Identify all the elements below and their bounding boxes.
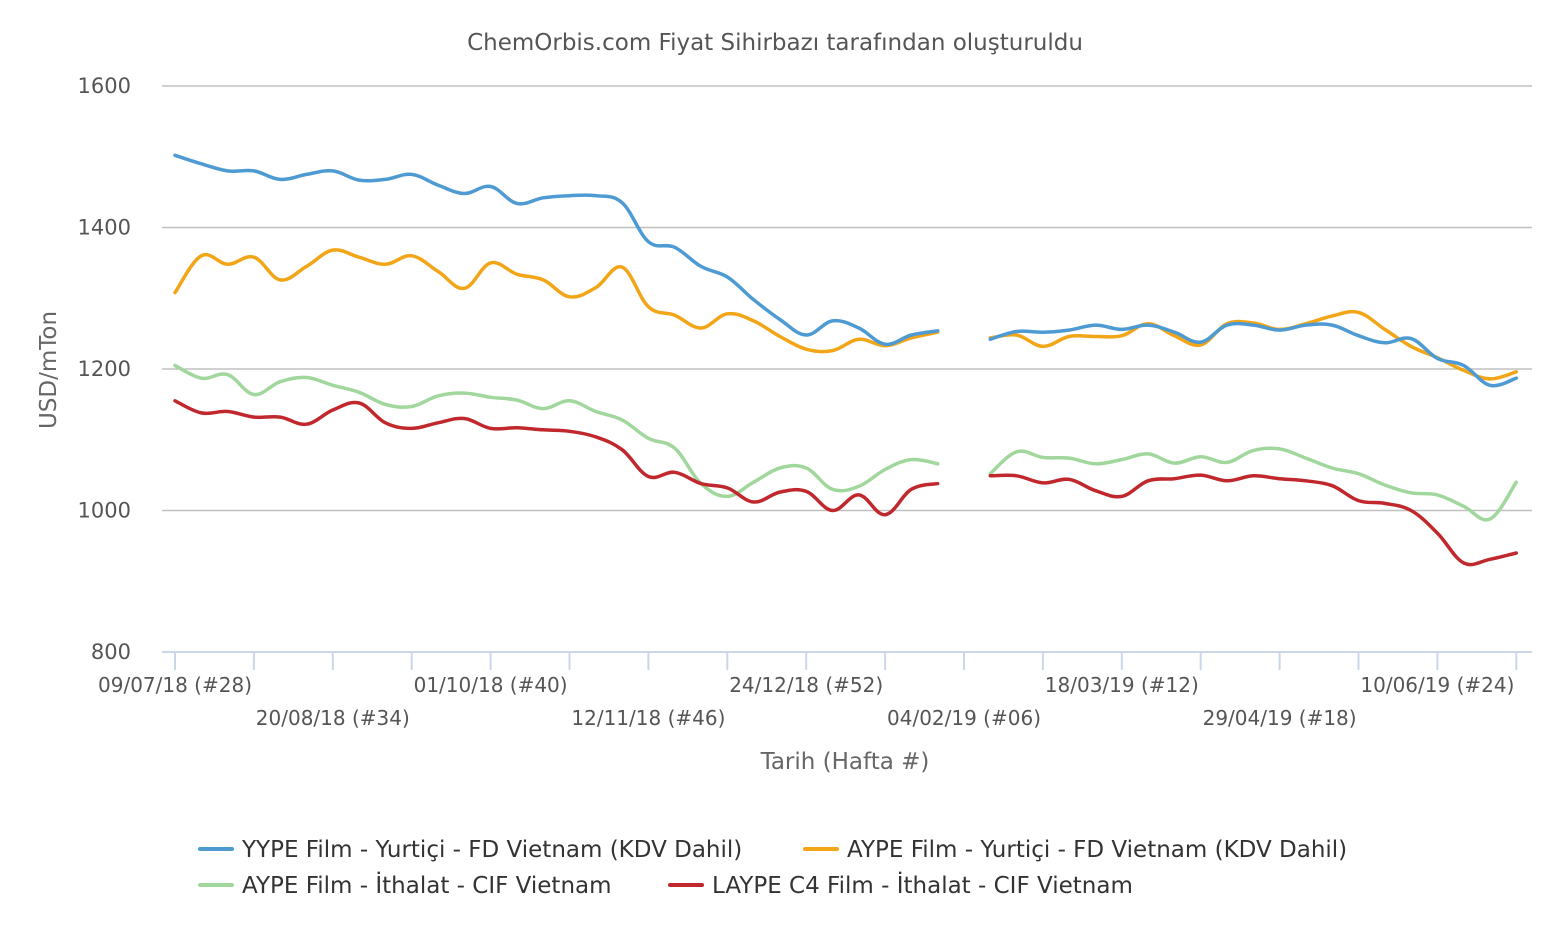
- y-tick-label: 1000: [78, 499, 131, 523]
- series-line-1: [988, 321, 1519, 388]
- y-tick-label: 1600: [78, 74, 131, 98]
- y-tick-label: 1200: [78, 357, 131, 381]
- series-line-2: [173, 248, 940, 354]
- legend-item-label[interactable]: YYPE Film - Yurtiçi - FD Vietnam (KDV Da…: [241, 837, 742, 863]
- y-tick-label: 800: [91, 640, 131, 664]
- x-tick-label: 09/07/18 (#28): [98, 673, 252, 697]
- series-line-3: [988, 446, 1519, 522]
- y-tick-label: 1400: [78, 216, 131, 240]
- x-tick-label: 01/10/18 (#40): [414, 673, 568, 697]
- legend: YYPE Film - Yurtiçi - FD Vietnam (KDV Da…: [198, 837, 1347, 899]
- series-line-1: [173, 153, 940, 347]
- x-tick-label: 20/08/18 (#34): [256, 706, 410, 730]
- x-tick-label: 10/06/19 (#24): [1360, 673, 1514, 697]
- series-lines: [173, 153, 1519, 567]
- x-tick-label: 18/03/19 (#12): [1045, 673, 1199, 697]
- x-axis-title: Tarih (Hafta #): [760, 749, 930, 775]
- x-tick-label: 29/04/19 (#18): [1203, 706, 1357, 730]
- x-tick-label: 24/12/18 (#52): [729, 673, 883, 697]
- series-line-3: [173, 363, 940, 499]
- x-axis-ticks: 09/07/18 (#28)20/08/18 (#34)01/10/18 (#4…: [98, 652, 1518, 730]
- legend-item-label[interactable]: LAYPE C4 Film - İthalat - CIF Vietnam: [712, 871, 1133, 899]
- grid-lines: [162, 85, 1532, 512]
- chart-credit: ChemOrbis.com Fiyat Sihirbazı tarafından…: [467, 30, 1083, 56]
- x-tick-label: 04/02/19 (#06): [887, 706, 1041, 730]
- series-line-4: [988, 473, 1519, 567]
- series-line-4: [173, 399, 940, 517]
- y-axis-ticks: 800 1000 1200 1400 1600: [78, 74, 131, 664]
- legend-item-label[interactable]: AYPE Film - İthalat - CIF Vietnam: [242, 871, 612, 899]
- legend-item-label[interactable]: AYPE Film - Yurtiçi - FD Vietnam (KDV Da…: [847, 837, 1347, 863]
- y-axis-title: USD/mTon: [36, 311, 62, 429]
- x-tick-label: 12/11/18 (#46): [571, 706, 725, 730]
